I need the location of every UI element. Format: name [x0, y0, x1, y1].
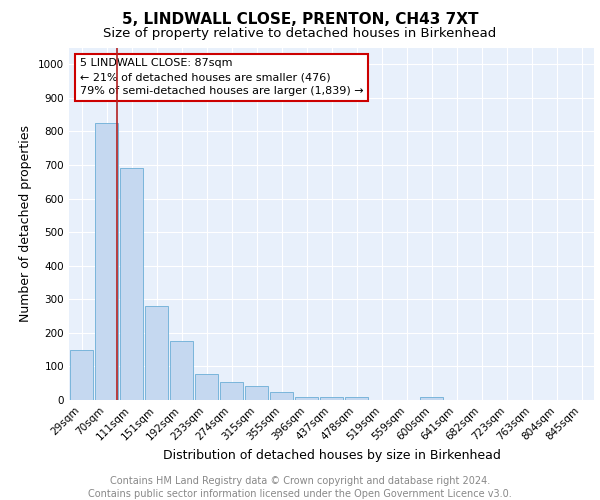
- Bar: [320, 396, 343, 400]
- X-axis label: Distribution of detached houses by size in Birkenhead: Distribution of detached houses by size …: [163, 448, 500, 462]
- Text: 5, LINDWALL CLOSE, PRENTON, CH43 7XT: 5, LINDWALL CLOSE, PRENTON, CH43 7XT: [122, 12, 478, 28]
- Text: Contains HM Land Registry data © Crown copyright and database right 2024.: Contains HM Land Registry data © Crown c…: [110, 476, 490, 486]
- Bar: [70, 350, 94, 400]
- Bar: [344, 396, 368, 400]
- Y-axis label: Number of detached properties: Number of detached properties: [19, 125, 32, 322]
- Bar: [295, 396, 319, 400]
- Text: Contains public sector information licensed under the Open Government Licence v3: Contains public sector information licen…: [88, 489, 512, 499]
- Bar: [145, 306, 169, 400]
- Text: 5 LINDWALL CLOSE: 87sqm
← 21% of detached houses are smaller (476)
79% of semi-d: 5 LINDWALL CLOSE: 87sqm ← 21% of detache…: [79, 58, 363, 96]
- Bar: [419, 396, 443, 400]
- Bar: [95, 123, 118, 400]
- Bar: [194, 374, 218, 400]
- Text: Size of property relative to detached houses in Birkenhead: Size of property relative to detached ho…: [103, 28, 497, 40]
- Bar: [245, 386, 268, 400]
- Bar: [119, 168, 143, 400]
- Bar: [220, 382, 244, 400]
- Bar: [170, 341, 193, 400]
- Bar: [269, 392, 293, 400]
